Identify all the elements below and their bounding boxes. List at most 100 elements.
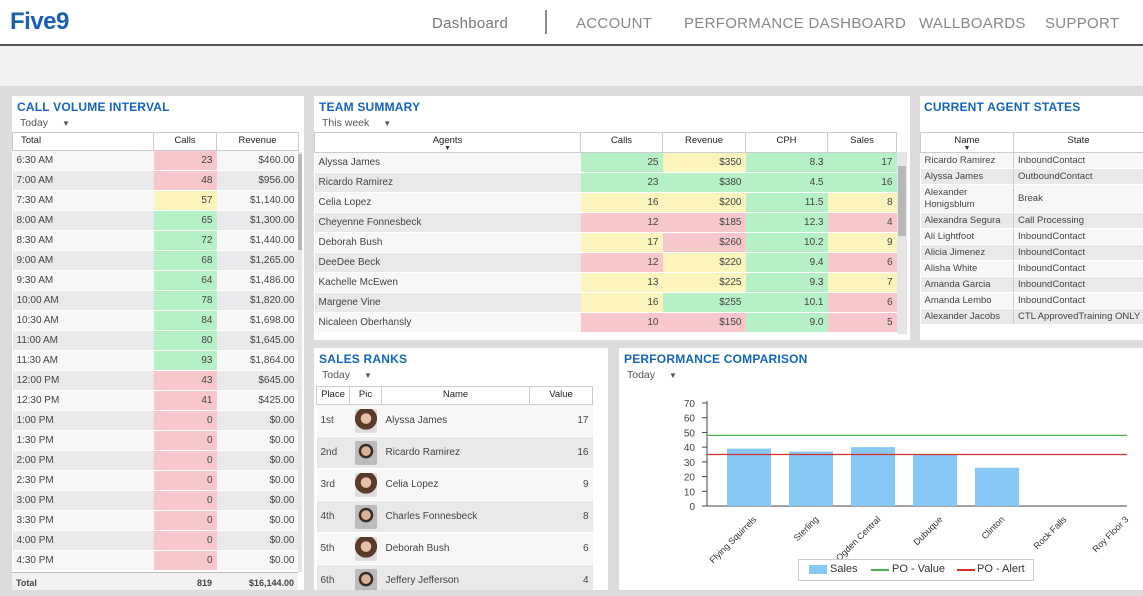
- table-row[interactable]: 9:00 AM 68 $1,265.00: [12, 250, 299, 271]
- table-row[interactable]: 10:30 AM 84 $1,698.00: [12, 310, 299, 331]
- table-row[interactable]: Margene Vine 16 $255 10.1 6: [314, 292, 897, 313]
- interval-revenue: $1,820.00: [216, 290, 299, 311]
- col-header-name[interactable]: Name ▼: [920, 132, 1014, 153]
- table-row[interactable]: Ricardo Ramirez 23 $380 4.5 16: [314, 172, 897, 193]
- chevron-down-icon[interactable]: ▼: [364, 371, 372, 380]
- call-volume-filter[interactable]: Today ▼: [20, 117, 70, 129]
- col-header-cph[interactable]: CPH: [745, 132, 828, 153]
- table-row[interactable]: Alexandra Segura Call Processing: [920, 212, 1143, 229]
- team-summary-title: TEAM SUMMARY: [319, 100, 421, 114]
- call-volume-scrollbar[interactable]: [298, 152, 302, 572]
- table-row[interactable]: 6:30 AM 23 $460.00: [12, 150, 299, 171]
- col-header-calls[interactable]: Calls: [580, 132, 663, 153]
- interval-revenue: $1,486.00: [216, 270, 299, 291]
- table-row[interactable]: 2:00 PM 0 $0.00: [12, 450, 299, 471]
- table-row[interactable]: 9:30 AM 64 $1,486.00: [12, 270, 299, 291]
- agent-state-name: Ali Lightfoot: [920, 228, 1014, 245]
- table-row[interactable]: Cheyenne Fonnesbeck 12 $185 12.3 4: [314, 212, 897, 233]
- agent-states-panel: CURRENT AGENT STATES Name ▼ State Ricardo…: [920, 96, 1143, 340]
- avatar: [354, 440, 377, 465]
- chevron-down-icon[interactable]: ▼: [669, 371, 677, 380]
- team-summary-scrollbar[interactable]: [897, 152, 907, 334]
- table-row[interactable]: 2nd Ricardo Ramirez 16: [316, 436, 593, 469]
- table-row[interactable]: Alyssa James 25 $350 8.3 17: [314, 152, 897, 173]
- col-header-place[interactable]: Place: [316, 386, 350, 405]
- table-row[interactable]: 8:00 AM 65 $1,300.00: [12, 210, 299, 231]
- table-row[interactable]: Alexander Jacobs CTL ApprovedTraining ONL…: [920, 308, 1143, 325]
- table-row[interactable]: Ali Lightfoot InboundContact: [920, 228, 1143, 245]
- nav-wallboards[interactable]: WALLBOARDS: [919, 15, 1026, 32]
- table-row[interactable]: 7:00 AM 48 $956.00: [12, 170, 299, 191]
- table-row[interactable]: Alicia Jimenez InboundContact: [920, 244, 1143, 261]
- nav-support[interactable]: SUPPORT: [1045, 15, 1120, 32]
- rank-place: 4th: [316, 500, 350, 533]
- table-row[interactable]: Nicaleen Oberhansly 10 $150 9.0 5: [314, 312, 897, 333]
- nav-dashboard[interactable]: Dashboard: [432, 15, 509, 32]
- table-row[interactable]: Alyssa James OutboundContact: [920, 168, 1143, 185]
- table-row[interactable]: 11:30 AM 93 $1,864.00: [12, 350, 299, 371]
- table-row[interactable]: 6th Jeffery Jefferson 4: [316, 564, 593, 590]
- col-header-revenue[interactable]: Revenue: [216, 132, 299, 151]
- table-row[interactable]: 11:00 AM 80 $1,645.00: [12, 330, 299, 351]
- table-row[interactable]: Ricardo Ramirez InboundContact: [920, 152, 1143, 169]
- table-row[interactable]: 1st Alyssa James 17: [316, 404, 593, 437]
- interval-revenue: $1,140.00: [216, 190, 299, 211]
- table-row[interactable]: 4th Charles Fonnesbeck 8: [316, 500, 593, 533]
- col-header-state[interactable]: State: [1013, 132, 1143, 153]
- performance-filter[interactable]: Today ▼: [627, 369, 677, 381]
- agent-sales: 5: [827, 312, 897, 333]
- table-row[interactable]: 1:30 PM 0 $0.00: [12, 430, 299, 451]
- table-row[interactable]: 10:00 AM 78 $1,820.00: [12, 290, 299, 311]
- table-row[interactable]: 4:30 PM 0 $0.00: [12, 550, 299, 571]
- table-row[interactable]: 5th Deborah Bush 6: [316, 532, 593, 565]
- col-header-agents[interactable]: Agents ▼: [314, 132, 581, 153]
- rank-avatar: [349, 532, 382, 565]
- table-row[interactable]: 3rd Celia Lopez 9: [316, 468, 593, 501]
- col-header-pic[interactable]: Pic: [349, 386, 382, 405]
- table-row[interactable]: 3:30 PM 0 $0.00: [12, 510, 299, 531]
- col-header-value[interactable]: Value: [529, 386, 593, 405]
- table-row[interactable]: DeeDee Beck 12 $220 9.4 6: [314, 252, 897, 273]
- col-header-name[interactable]: Name: [381, 386, 530, 405]
- table-row[interactable]: Alexander Honigsblum Break: [920, 184, 1143, 213]
- team-summary-filter[interactable]: This week ▼: [322, 117, 391, 129]
- x-tick-label: Dubuque: [912, 514, 945, 547]
- interval-calls: 0: [153, 530, 217, 551]
- interval-revenue: $1,645.00: [216, 330, 299, 351]
- agent-calls: 23: [580, 172, 663, 193]
- table-row[interactable]: 12:00 PM 43 $645.00: [12, 370, 299, 391]
- chevron-down-icon[interactable]: ▼: [383, 119, 392, 128]
- rank-name: Celia Lopez: [381, 468, 530, 501]
- col-header-revenue[interactable]: Revenue: [662, 132, 746, 153]
- table-row[interactable]: Deborah Bush 17 $260 10.2 9: [314, 232, 897, 253]
- legend-po-value-label: PO - Value: [892, 563, 945, 575]
- agent-calls: 12: [580, 212, 663, 233]
- table-row[interactable]: 12:30 PM 41 $425.00: [12, 390, 299, 411]
- five9-logo[interactable]: Five9: [10, 8, 69, 35]
- table-row[interactable]: 1:00 PM 0 $0.00: [12, 410, 299, 431]
- col-header-total[interactable]: Total: [12, 132, 154, 151]
- table-row[interactable]: Celia Lopez 16 $200 11.5 8: [314, 192, 897, 213]
- table-row[interactable]: 2:30 PM 0 $0.00: [12, 470, 299, 491]
- col-header-sales[interactable]: Sales: [827, 132, 897, 153]
- interval-time: 9:00 AM: [12, 250, 154, 271]
- table-row[interactable]: 4:00 PM 0 $0.00: [12, 530, 299, 551]
- table-row[interactable]: 8:30 AM 72 $1,440.00: [12, 230, 299, 251]
- chevron-down-icon[interactable]: ▼: [62, 119, 70, 128]
- agent-calls: 10: [580, 312, 663, 333]
- rank-value: 9: [529, 468, 593, 501]
- nav-performance-dashboard[interactable]: PERFORMANCE DASHBOARD: [684, 15, 907, 32]
- scrollbar-thumb[interactable]: [898, 166, 906, 236]
- table-row[interactable]: 3:00 PM 0 $0.00: [12, 490, 299, 511]
- table-row[interactable]: 7:30 AM 57 $1,140.00: [12, 190, 299, 211]
- scrollbar-thumb[interactable]: [298, 154, 302, 250]
- table-row[interactable]: Alisha White InboundContact: [920, 260, 1143, 277]
- agent-cph: 9.0: [745, 312, 828, 333]
- table-row[interactable]: Kachelle McEwen 13 $225 9.3 7: [314, 272, 897, 293]
- table-row[interactable]: Amanda Lembo InboundContact: [920, 292, 1143, 309]
- agent-calls: 16: [580, 292, 663, 313]
- nav-account[interactable]: ACCOUNT: [576, 15, 653, 32]
- table-row[interactable]: Amanda Garcia InboundContact: [920, 276, 1143, 293]
- col-header-calls[interactable]: Calls: [153, 132, 217, 151]
- sales-ranks-filter[interactable]: Today ▼: [322, 369, 372, 381]
